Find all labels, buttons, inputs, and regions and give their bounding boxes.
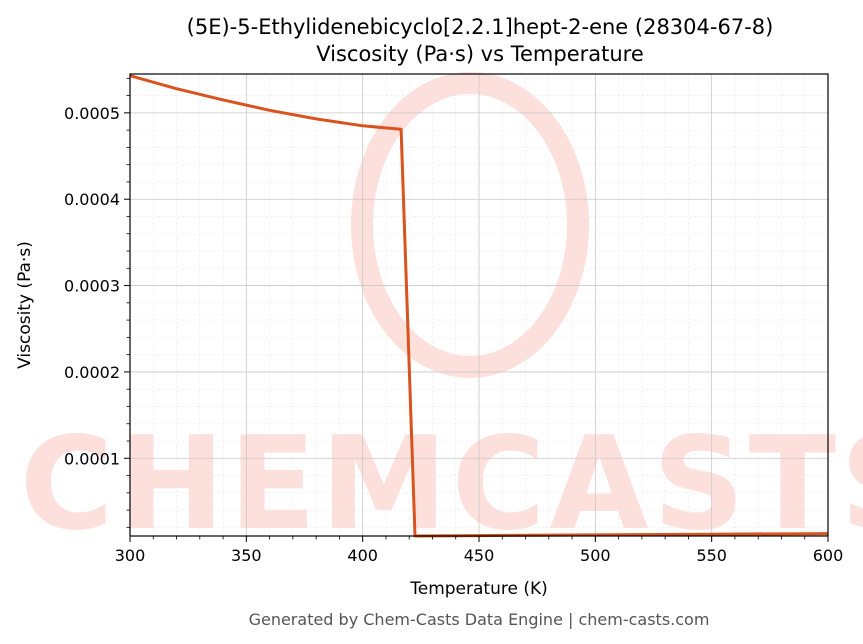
- chart-title: (5E)-5-Ethylidenebicyclo[2.2.1]hept-2-en…: [187, 15, 774, 39]
- x-tick-label: 300: [115, 546, 146, 565]
- watermark: CHEMCASTS: [20, 72, 863, 559]
- x-tick-label: 500: [580, 546, 611, 565]
- y-tick-label: 0.0003: [64, 277, 120, 296]
- x-tick-label: 400: [347, 546, 378, 565]
- x-tick-label: 600: [813, 546, 844, 565]
- chart-subtitle: Viscosity (Pa·s) vs Temperature: [316, 42, 644, 66]
- ticks-layer: 300 350 400 450 500 550 600 0.0001 0.0002 0.0003 0…: [64, 77, 844, 565]
- x-tick-label: 350: [231, 546, 262, 565]
- y-tick-label: 0.0001: [64, 449, 120, 468]
- footer-credit: Generated by Chem-Casts Data Engine | ch…: [249, 610, 710, 629]
- viscosity-series-line: [129, 74, 829, 538]
- x-tick-label: 550: [696, 546, 727, 565]
- y-tick-label: 0.0002: [64, 363, 120, 382]
- watermark-logo-ring: [351, 72, 589, 378]
- x-tick-label: 450: [464, 546, 495, 565]
- series-layer: [129, 74, 829, 538]
- y-tick-label: 0.0004: [64, 190, 120, 209]
- x-axis-label: Temperature (K): [409, 579, 548, 599]
- y-tick-label: 0.0005: [64, 104, 120, 123]
- y-axis-label: Viscosity (Pa·s): [15, 241, 35, 369]
